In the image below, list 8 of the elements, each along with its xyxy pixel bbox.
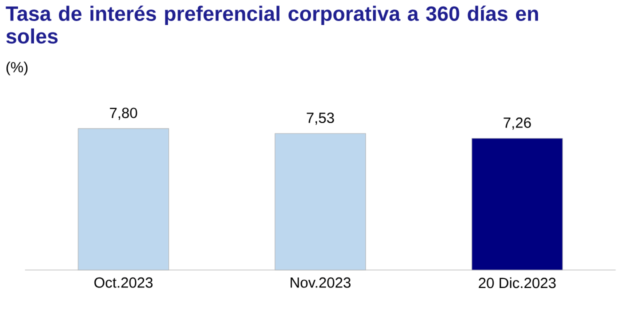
data-label: 7,26 [504, 118, 531, 130]
x-tick-label: Nov.2023 [290, 277, 351, 288]
chart-title: Tasa de interés preferencial corporativa a 360 días en soles [6, 6, 538, 44]
chart-subtitle: (%) [6, 62, 28, 76]
x-tick-label: Oct.2023 [94, 277, 153, 288]
data-label: 7,80 [110, 108, 138, 120]
x-tick-label: 20 Dic.2023 [478, 277, 556, 288]
data-label: 7,53 [306, 112, 334, 125]
